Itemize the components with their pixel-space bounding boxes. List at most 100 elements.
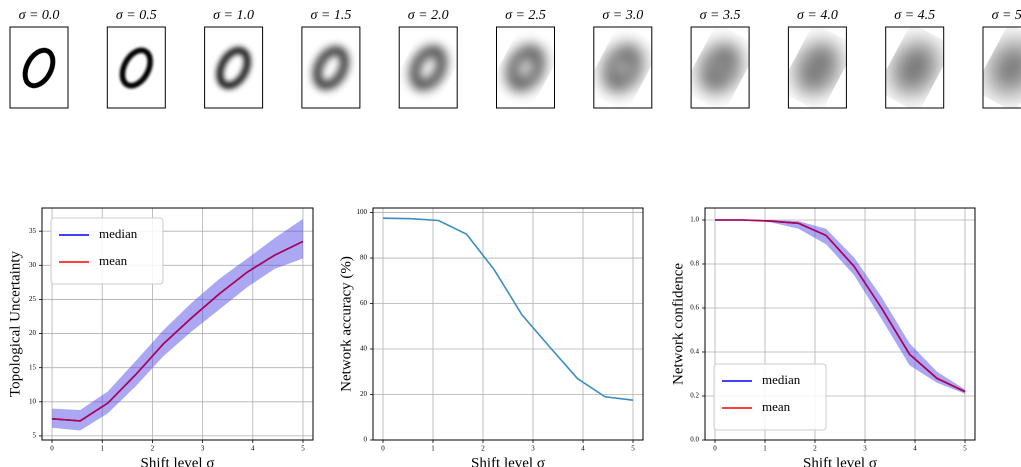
image-label: σ = 4.5 xyxy=(894,8,935,23)
y-axis-label: Topological Uncertainty xyxy=(7,251,23,397)
y-tick-label: 40 xyxy=(360,345,368,353)
y-tick-label: 0.8 xyxy=(690,260,699,268)
y-tick-label: 0 xyxy=(364,436,368,444)
image-label: σ = 3.5 xyxy=(700,8,741,23)
series-line xyxy=(715,219,966,393)
image-label: σ = 0.0 xyxy=(19,8,60,23)
image-frame xyxy=(106,26,166,109)
axes-frame xyxy=(41,207,314,441)
x-tick-label: 2 xyxy=(481,445,485,453)
image-label: σ = 1.0 xyxy=(213,8,254,23)
x-tick-label: 1 xyxy=(100,445,104,453)
y-tick-label: 20 xyxy=(29,329,37,337)
y-tick-label: 0.2 xyxy=(690,392,699,400)
image-label: σ = 1.5 xyxy=(310,8,351,23)
x-tick-label: 3 xyxy=(863,445,867,453)
image-panel xyxy=(983,27,1021,108)
x-axis-label: Shift level σ xyxy=(803,455,877,467)
x-tick-label: 2 xyxy=(813,445,817,453)
x-tick-label: 5 xyxy=(301,445,305,453)
image-frame xyxy=(690,26,750,109)
digit xyxy=(313,46,349,90)
image-frame xyxy=(398,26,458,109)
digit xyxy=(216,47,251,89)
digit xyxy=(22,47,56,89)
y-tick-label: 5 xyxy=(33,432,37,440)
image-label: σ = 4.0 xyxy=(797,8,838,23)
confidence-band xyxy=(52,218,303,431)
digit xyxy=(119,47,153,89)
image-panel xyxy=(885,27,944,108)
image-frame xyxy=(787,26,847,109)
y-tick-label: 0.6 xyxy=(690,304,699,312)
y-tick-label: 15 xyxy=(29,363,37,371)
x-tick-label: 4 xyxy=(581,445,585,453)
legend: median mean xyxy=(713,363,827,431)
digit xyxy=(410,46,446,90)
axes-frame xyxy=(704,207,976,441)
digit xyxy=(701,45,739,91)
image-frame xyxy=(9,26,69,109)
x-tick-label: 0 xyxy=(50,445,54,453)
x-tick-label: 3 xyxy=(531,445,535,453)
y-tick-label: 80 xyxy=(360,254,368,262)
digit xyxy=(604,46,641,90)
y-tick-label: 0.0 xyxy=(690,436,699,444)
x-tick-label: 0 xyxy=(713,445,717,453)
y-axis-label: Network accuracy (%) xyxy=(338,256,354,392)
x-tick-label: 1 xyxy=(431,445,435,453)
y-tick-label: 30 xyxy=(29,261,37,269)
image-label: σ = 2.5 xyxy=(505,8,546,23)
x-tick-label: 4 xyxy=(913,445,917,453)
image-panel xyxy=(204,27,263,108)
image-panel xyxy=(10,27,68,108)
image-label: σ = 3.0 xyxy=(602,8,643,23)
x-tick-label: 4 xyxy=(251,445,255,453)
x-axis-label: Shift level σ xyxy=(471,455,545,467)
axes-frame xyxy=(372,207,644,441)
series-line xyxy=(51,240,304,422)
legend-label: median xyxy=(99,226,138,241)
x-axis-label: Shift level σ xyxy=(141,455,215,467)
image-frame xyxy=(204,26,264,109)
image-panel xyxy=(399,27,458,108)
legend-label: mean xyxy=(762,399,791,414)
y-tick-label: 10 xyxy=(29,397,37,405)
image-panel xyxy=(301,27,360,108)
x-tick-label: 5 xyxy=(631,445,635,453)
series-line xyxy=(382,217,634,401)
digit xyxy=(895,45,934,91)
image-frame xyxy=(496,26,555,109)
x-tick-label: 0 xyxy=(381,445,385,453)
y-tick-label: 20 xyxy=(360,390,368,398)
y-tick-label: 35 xyxy=(29,227,37,235)
x-tick-label: 2 xyxy=(151,445,155,453)
image-panel xyxy=(496,27,555,108)
y-tick-label: 25 xyxy=(29,295,37,303)
y-tick-label: 1.0 xyxy=(690,216,699,224)
image-panel xyxy=(788,27,847,108)
y-axis-label: Network confidence xyxy=(670,263,686,385)
x-tick-label: 5 xyxy=(963,445,967,453)
y-tick-label: 60 xyxy=(360,299,368,307)
digit xyxy=(798,45,837,91)
image-label: σ = 5.0 xyxy=(992,8,1021,23)
x-tick-label: 1 xyxy=(763,445,767,453)
image-panel xyxy=(593,27,652,108)
image-frame xyxy=(593,26,653,109)
y-tick-label: 100 xyxy=(357,208,368,216)
image-panel xyxy=(107,27,166,108)
x-tick-label: 3 xyxy=(201,445,205,453)
digit xyxy=(507,46,544,90)
legend: median mean xyxy=(50,217,164,285)
image-frame xyxy=(885,26,945,109)
confidence-band xyxy=(715,219,965,394)
y-tick-label: 0.4 xyxy=(690,348,699,356)
image-panel xyxy=(691,27,750,108)
image-label: σ = 2.0 xyxy=(408,8,449,23)
image-frame xyxy=(982,26,1021,109)
legend-label: median xyxy=(762,372,801,387)
image-frame xyxy=(301,26,361,109)
image-label: σ = 0.5 xyxy=(116,8,157,23)
